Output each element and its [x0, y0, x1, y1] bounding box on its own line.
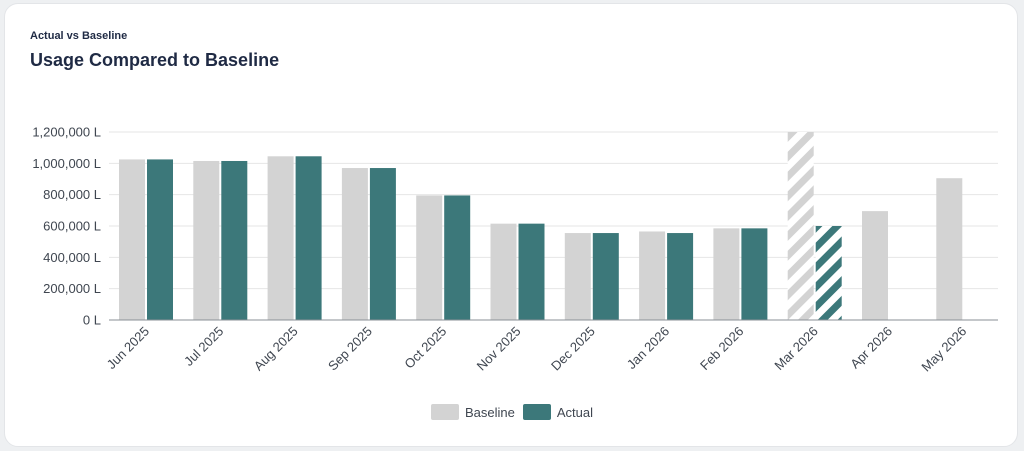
x-tick-label: Dec 2025: [548, 324, 598, 374]
bar-actual[interactable]: [741, 228, 768, 320]
legend-swatch-baseline: [430, 404, 459, 420]
chart-card: Actual vs Baseline Usage Compared to Bas…: [4, 3, 1018, 447]
bar-actual[interactable]: [667, 233, 694, 320]
x-tick-label: Aug 2025: [251, 324, 301, 374]
bar-actual[interactable]: [815, 226, 842, 320]
bar-chart: 0 L 200,000 L 400,000 L 600,000 L 800,000 L 1…: [32, 125, 998, 375]
x-tick-label: Oct 2025: [401, 324, 449, 372]
legend-label-baseline: Baseline: [464, 404, 515, 420]
bar-baseline[interactable]: [193, 160, 220, 320]
chart-eyebrow: Actual vs Baseline: [30, 30, 128, 42]
x-tick-label: Jan 2026: [624, 324, 672, 372]
chart-title: Usage Compared to Baseline: [30, 50, 280, 70]
x-tick-label: Sep 2025: [325, 324, 375, 374]
legend-swatch-actual: [522, 404, 551, 420]
legend-label-actual: Actual: [556, 404, 593, 420]
bar-baseline[interactable]: [639, 231, 666, 320]
bar-actual[interactable]: [592, 233, 619, 320]
bar-baseline[interactable]: [862, 211, 888, 320]
bar-actual[interactable]: [444, 195, 471, 320]
legend-item-baseline[interactable]: Baseline: [430, 404, 515, 420]
x-tick-label: Jul 2025: [181, 324, 226, 369]
bar-baseline[interactable]: [787, 132, 814, 320]
y-tick-label: 400,000 L: [43, 250, 101, 265]
bar-actual[interactable]: [295, 156, 322, 320]
x-tick-label: Nov 2025: [474, 324, 524, 374]
bar-baseline[interactable]: [341, 168, 368, 320]
bar-baseline[interactable]: [490, 223, 517, 320]
y-tick-label: 600,000 L: [43, 219, 101, 234]
bar-baseline[interactable]: [416, 195, 443, 320]
y-tick-label: 1,200,000 L: [32, 125, 101, 140]
y-tick-label: 1,000,000 L: [32, 156, 101, 171]
chart-legend: Baseline Actual: [5, 404, 1019, 420]
x-tick-label: Jun 2025: [104, 324, 152, 372]
y-tick-label: 800,000 L: [43, 187, 101, 202]
bar-actual[interactable]: [221, 160, 248, 320]
x-tick-label: May 2026: [918, 324, 969, 375]
bar-baseline[interactable]: [713, 228, 740, 320]
bar-actual[interactable]: [518, 223, 545, 320]
x-tick-label: Mar 2026: [771, 324, 820, 373]
bar-actual[interactable]: [147, 159, 173, 320]
x-tick-label: Apr 2026: [847, 324, 895, 372]
legend-item-actual[interactable]: Actual: [522, 404, 593, 420]
bar-baseline[interactable]: [936, 178, 963, 320]
bar-actual[interactable]: [369, 168, 396, 320]
y-tick-label: 200,000 L: [43, 281, 101, 296]
bar-baseline[interactable]: [267, 156, 294, 320]
bar-baseline[interactable]: [119, 159, 145, 320]
x-tick-label: Feb 2026: [697, 324, 746, 373]
bar-baseline[interactable]: [564, 233, 591, 320]
y-tick-label: 0 L: [83, 313, 101, 328]
